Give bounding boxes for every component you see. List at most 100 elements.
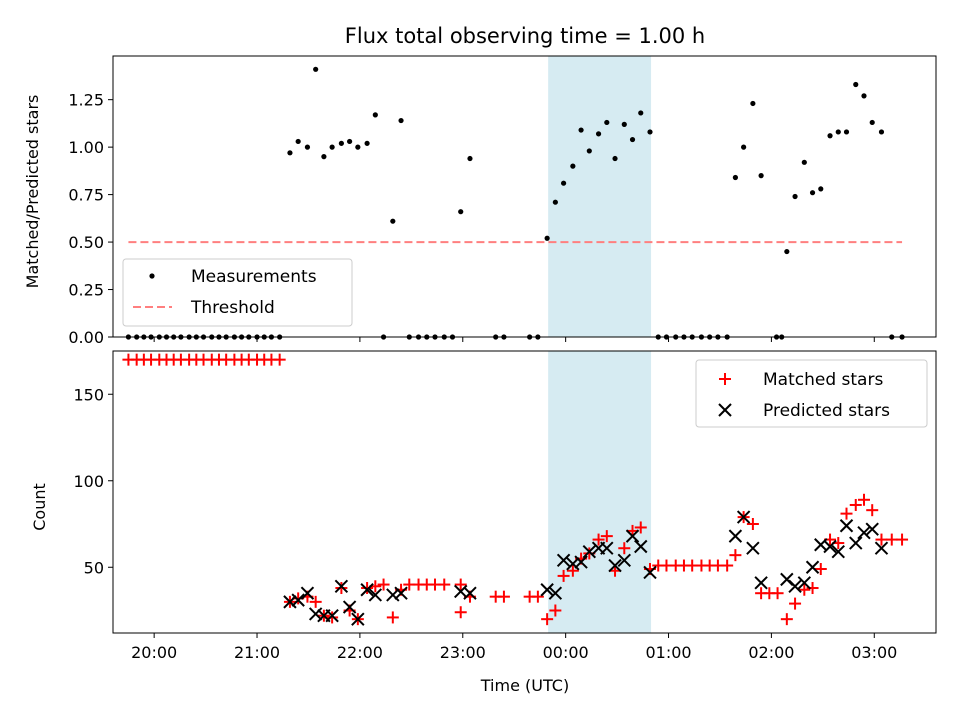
measurement-point [827, 133, 833, 139]
predicted-point [831, 544, 845, 559]
matched-point [771, 587, 784, 600]
measurement-point [758, 173, 764, 179]
bottom-y-tick-label-2: 150 [73, 385, 104, 404]
matched-point [454, 578, 467, 591]
measurement-point [552, 199, 558, 205]
predicted-point [308, 607, 323, 621]
top-axes-frame [112, 55, 937, 338]
matched-point [896, 533, 909, 546]
matched-point [780, 613, 793, 626]
x-axis-label: Time (UTC) [480, 676, 569, 695]
measurement-point [560, 180, 567, 186]
x-tick-label-7: 03:00 [851, 643, 897, 662]
matched-point [377, 578, 390, 591]
top-y-tick-label-3: 0.75 [68, 186, 104, 205]
predicted-point [728, 529, 743, 543]
measurement-point [853, 81, 859, 88]
measurement-point [604, 119, 610, 126]
measurement-point [629, 136, 636, 143]
measurement-point [732, 174, 738, 181]
measurement-point [638, 110, 644, 116]
measurement-point [544, 235, 550, 241]
measurement-point [741, 144, 747, 150]
measurement-point [329, 144, 335, 150]
predicted-point [874, 541, 889, 555]
matched-point [729, 549, 742, 562]
matched-point [600, 530, 613, 543]
bottom-y-tick-label-1: 100 [73, 472, 104, 491]
legend-matched: Matched stars [763, 370, 883, 390]
predicted-point [849, 536, 863, 550]
measurement-point [364, 140, 370, 146]
matched-point [454, 606, 467, 619]
predicted-point [342, 600, 357, 614]
predicted-point [368, 588, 383, 602]
matched-point [309, 595, 322, 608]
matched-point [497, 590, 510, 603]
top-y-tick-label-5: 1.25 [68, 91, 104, 110]
predicted-point [736, 510, 751, 524]
measurement-point [750, 100, 756, 107]
x-tick-label-3: 23:00 [440, 643, 486, 662]
matched-point [789, 597, 802, 610]
matched-point [326, 611, 339, 624]
x-tick-label-0: 20:00 [131, 643, 177, 662]
bottom-y-tick-label-0: 50 [84, 558, 104, 577]
predicted-point [334, 579, 349, 593]
measurement-point [647, 129, 653, 135]
top-highlight-span [548, 56, 652, 337]
matched-point [335, 582, 348, 595]
predicted-point [325, 608, 339, 623]
matched-point [386, 611, 399, 624]
matched-point [592, 533, 605, 546]
matched-point [531, 590, 544, 603]
measurement-point [595, 131, 602, 137]
measurement-point [869, 119, 875, 126]
measurement-point [390, 218, 396, 224]
matched-point [885, 533, 898, 546]
measurement-point [467, 155, 473, 162]
measurement-point [809, 190, 816, 196]
measurement-point [458, 209, 464, 215]
predicted-point [625, 529, 640, 543]
predicted-point [746, 541, 760, 555]
predicted-point [823, 539, 837, 554]
predicted-point [548, 586, 563, 600]
legend-measurements: Measurements [191, 267, 317, 287]
top-y-tick-label-2: 0.50 [68, 233, 104, 252]
predicted-point [394, 586, 408, 600]
chart-title: Flux total observing time = 1.00 h [345, 24, 705, 48]
matched-point [721, 559, 734, 572]
bottom-x-ticks: 20:00 21:00 22:00 23:00 00:00 01:00 02:00 03:00 [131, 633, 897, 662]
matched-point [361, 582, 374, 595]
predicted-point [634, 539, 648, 554]
measurement-point [338, 140, 344, 146]
predicted-point [386, 588, 400, 602]
predicted-point [540, 583, 554, 597]
predicted-point [788, 579, 802, 593]
measurement-point [321, 154, 327, 160]
predicted-point [291, 593, 305, 607]
measurement-point [792, 193, 798, 200]
predicted-point [865, 522, 879, 536]
matched-point [849, 498, 862, 511]
top-legend-box [122, 258, 353, 327]
matched-point [273, 353, 286, 366]
predicted-point [805, 560, 820, 574]
matched-point [814, 562, 827, 575]
matched-point [866, 504, 879, 517]
predicted-point [351, 612, 365, 626]
legend-matched-marker [719, 373, 731, 385]
predicted-point [600, 541, 614, 555]
measurement-point [843, 129, 850, 135]
x-tick-label-5: 01:00 [645, 643, 691, 662]
measurement-point [612, 155, 618, 162]
matched-point [549, 604, 562, 617]
bottom-panel: 50 100 150 20:00 21:00 22:00 23:00 00:00 01:00 0… [30, 350, 937, 695]
measurement-point [835, 129, 841, 135]
measurement-point [801, 159, 807, 165]
matched-point [541, 613, 554, 626]
measurement-point [398, 117, 404, 124]
predicted-point [608, 558, 622, 573]
